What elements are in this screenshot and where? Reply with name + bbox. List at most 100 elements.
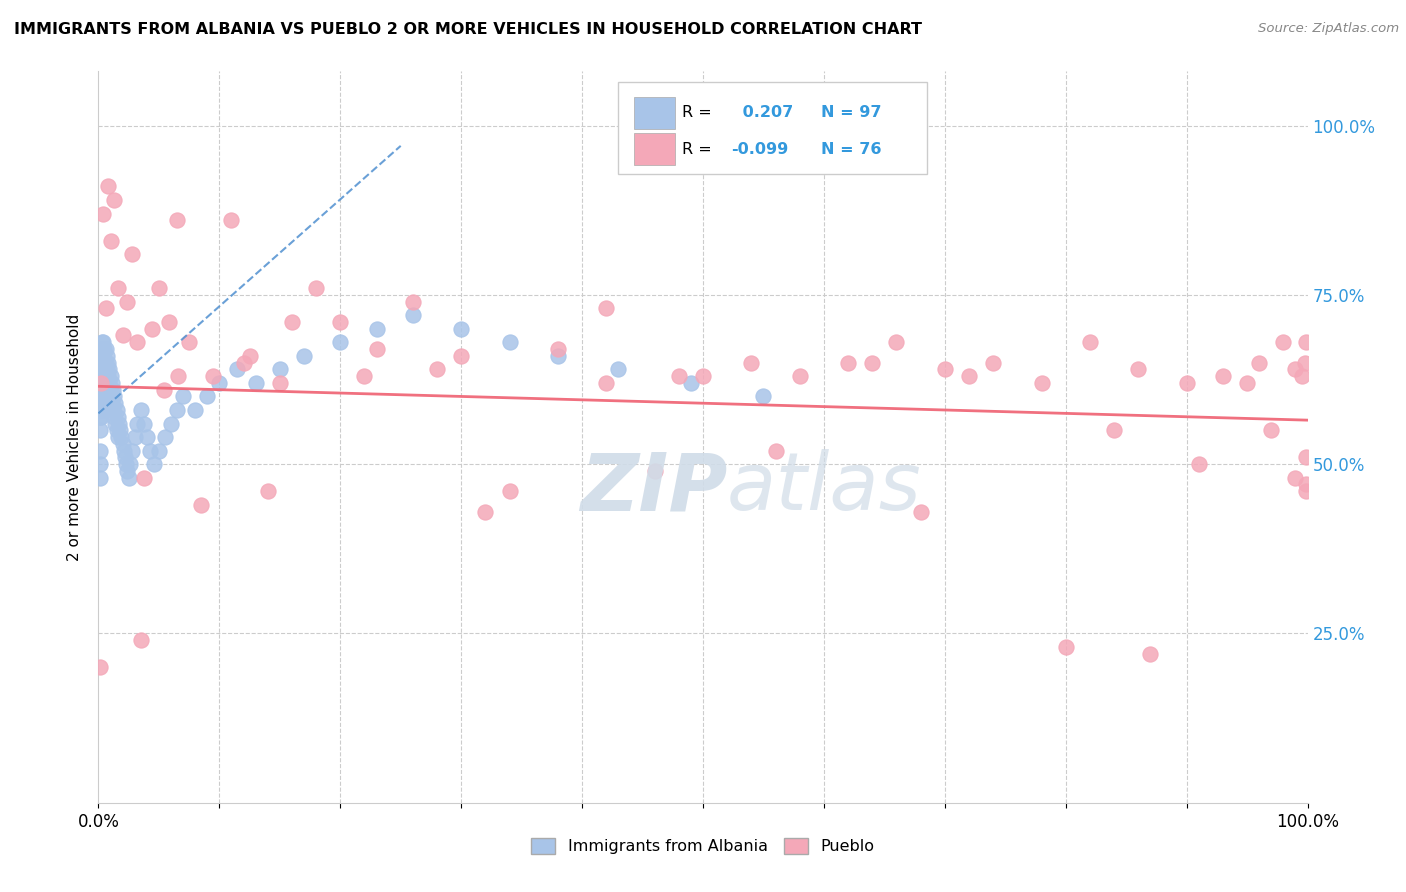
Point (595, 376, 617, 390)
Text: R =: R = (682, 105, 717, 120)
Point (129, 633, 152, 648)
Point (1102, 423, 1125, 437)
Point (1284, 471, 1306, 485)
FancyBboxPatch shape (634, 97, 675, 129)
Point (134, 417, 156, 431)
Point (89, 403, 111, 417)
Point (135, 430, 157, 444)
Point (91, 362, 114, 376)
Point (93, 355, 115, 369)
Point (1260, 423, 1282, 437)
Point (90, 355, 112, 369)
Point (118, 471, 141, 485)
Point (934, 362, 956, 376)
Point (110, 430, 132, 444)
Point (118, 457, 141, 471)
Point (127, 335, 149, 350)
Point (668, 369, 690, 384)
Point (121, 443, 143, 458)
Point (498, 484, 520, 499)
Point (104, 417, 127, 431)
Text: N = 76: N = 76 (821, 142, 882, 157)
Point (98, 362, 121, 376)
Point (547, 349, 569, 363)
Text: R =: R = (682, 142, 717, 157)
Point (752, 389, 775, 403)
Point (353, 369, 375, 384)
Point (281, 315, 304, 329)
Point (96, 349, 118, 363)
Point (89, 383, 111, 397)
Point (105, 423, 128, 437)
Point (981, 355, 1004, 369)
Point (1078, 335, 1101, 350)
Point (90, 376, 112, 390)
Point (426, 362, 449, 376)
Point (97, 369, 120, 384)
Point (148, 443, 170, 458)
Point (1294, 355, 1316, 369)
FancyBboxPatch shape (619, 82, 927, 174)
Point (152, 383, 174, 397)
Text: -0.099: -0.099 (731, 142, 787, 157)
Point (886, 335, 908, 350)
Point (89, 443, 111, 458)
Point (89, 423, 111, 437)
Point (202, 369, 225, 384)
Point (1295, 484, 1317, 499)
Point (94, 369, 117, 384)
Y-axis label: 2 or more Vehicles in Household: 2 or more Vehicles in Household (67, 313, 83, 561)
Point (107, 409, 129, 424)
Point (232, 355, 254, 369)
Point (101, 383, 124, 397)
Point (269, 362, 291, 376)
Point (143, 457, 166, 471)
Point (1128, 362, 1150, 376)
Point (111, 437, 134, 451)
Point (94, 301, 117, 316)
Point (1236, 376, 1258, 390)
Point (89, 376, 111, 390)
Point (93, 342, 115, 356)
Text: N = 97: N = 97 (821, 105, 882, 120)
Point (160, 417, 183, 431)
Point (93, 403, 115, 417)
Point (94, 342, 117, 356)
Point (117, 464, 139, 478)
Point (607, 362, 630, 376)
Point (108, 423, 131, 437)
Point (957, 369, 980, 384)
Point (226, 362, 249, 376)
Point (1295, 477, 1317, 491)
Point (91, 349, 114, 363)
Legend: Immigrants from Albania, Pueblo: Immigrants from Albania, Pueblo (524, 831, 882, 861)
Text: 0.207: 0.207 (737, 105, 793, 120)
Point (94, 355, 117, 369)
Point (93, 376, 115, 390)
Point (98, 396, 121, 410)
Point (91, 349, 114, 363)
Point (100, 403, 122, 417)
Point (100, 369, 122, 384)
Point (157, 315, 180, 329)
Point (547, 342, 569, 356)
Point (245, 376, 267, 390)
Point (1284, 362, 1306, 376)
Point (89, 396, 111, 410)
Point (100, 396, 122, 410)
Point (104, 396, 127, 410)
Point (98, 376, 121, 390)
Point (96, 362, 118, 376)
Point (91, 335, 114, 350)
Point (91, 335, 114, 350)
Point (1175, 376, 1198, 390)
Point (107, 430, 129, 444)
Point (1212, 369, 1234, 384)
Point (90, 389, 112, 403)
Point (97, 179, 120, 194)
Point (166, 403, 188, 417)
Point (89, 355, 111, 369)
Point (179, 335, 201, 350)
Point (90, 369, 112, 384)
Point (239, 349, 262, 363)
